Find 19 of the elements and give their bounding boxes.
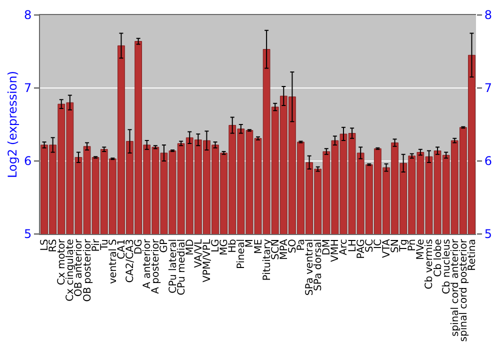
y-axis-title: Log2 (expression): [5, 71, 20, 178]
x-tick-label: Cb lobe: [432, 239, 444, 277]
x-tick-label: ME: [253, 239, 264, 254]
x-tick-label: A posterior: [150, 238, 162, 294]
y-tick-label: 8: [24, 8, 32, 22]
y-tick-label: 5: [24, 227, 32, 242]
y2-tick-label: 5: [484, 227, 492, 242]
x-tick-label: GP: [159, 239, 170, 253]
x-tick-label: Pituitary: [262, 238, 273, 281]
y-tick-label: 7: [24, 81, 32, 96]
x-tick-label: Pa: [296, 239, 307, 251]
x-tick-label: OB posterior: [82, 238, 94, 302]
x-tick-label: Tg: [398, 239, 410, 252]
y2-tick-label: 7: [484, 81, 492, 96]
x-tick-label: Retina: [466, 239, 478, 271]
y2-tick-label: 6: [484, 154, 492, 168]
x-tick-label: spinal cord posterior: [458, 238, 470, 342]
y-tick-label: 6: [24, 154, 32, 168]
y2-tick-label: 8: [484, 8, 492, 22]
